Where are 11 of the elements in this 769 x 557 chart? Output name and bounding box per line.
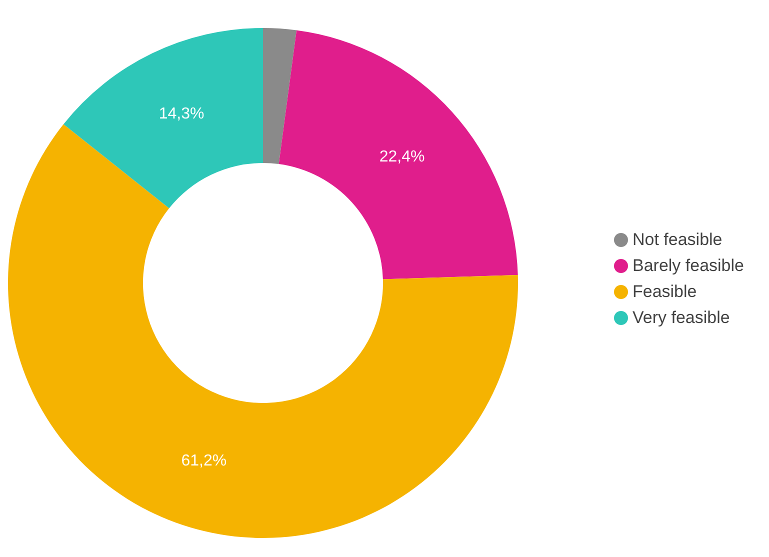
data-label: 61,2% bbox=[181, 452, 227, 470]
donut-slice bbox=[8, 124, 518, 538]
donut-slice bbox=[63, 28, 263, 208]
legend-label: Barely feasible bbox=[632, 256, 744, 274]
data-label: 22,4% bbox=[379, 148, 425, 166]
data-label: 14,3% bbox=[158, 106, 204, 123]
legend-label: Feasible bbox=[632, 282, 697, 300]
donut-slice bbox=[278, 30, 518, 280]
donut-slice bbox=[263, 28, 297, 164]
legend-label: Very feasible bbox=[632, 308, 730, 326]
legend-label: Not feasible bbox=[632, 230, 722, 248]
